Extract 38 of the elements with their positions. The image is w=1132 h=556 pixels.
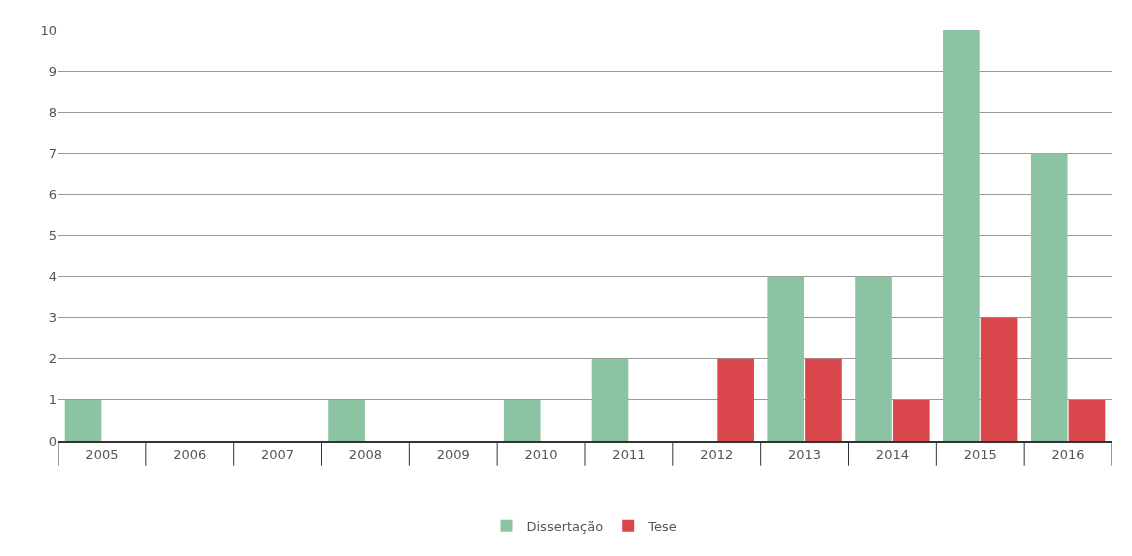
bar xyxy=(980,317,1018,441)
y-tick-label: 0 xyxy=(48,433,57,449)
bar xyxy=(328,399,365,441)
bar xyxy=(503,399,541,441)
x-tick-label: 2007 xyxy=(261,446,295,462)
bar xyxy=(1068,399,1106,441)
x-tick-label: 2015 xyxy=(963,446,997,462)
bar xyxy=(717,358,754,441)
y-tick-label: 6 xyxy=(48,186,57,202)
bar xyxy=(591,358,629,441)
x-tick-label: 2009 xyxy=(436,446,470,462)
y-tick-label: 7 xyxy=(48,145,57,161)
legend-label: Tese xyxy=(647,518,677,534)
x-tick-label: 2006 xyxy=(173,446,207,462)
y-tick-label: 9 xyxy=(48,63,57,79)
x-tick-label: 2005 xyxy=(85,446,119,462)
bar xyxy=(767,276,805,441)
x-tick-label: 2016 xyxy=(1051,446,1085,462)
x-tick-label: 2014 xyxy=(875,446,909,462)
x-tick-label: 2008 xyxy=(348,446,382,462)
bar xyxy=(1030,153,1068,441)
bar xyxy=(855,276,892,441)
y-tick-label: 3 xyxy=(48,310,57,326)
x-tick-label: 2011 xyxy=(612,446,646,462)
y-tick-label: 5 xyxy=(48,228,57,244)
y-tick-label: 8 xyxy=(48,104,57,120)
bar xyxy=(64,399,102,441)
x-tick-label: 2013 xyxy=(788,446,822,462)
bar xyxy=(943,30,980,441)
bar xyxy=(892,399,930,441)
x-tick-label: 2012 xyxy=(700,446,734,462)
y-tick-label: 4 xyxy=(48,269,57,285)
bar xyxy=(805,358,842,441)
y-tick-label: 1 xyxy=(48,392,57,408)
legend-label: Dissertação xyxy=(526,518,604,534)
y-tick-label: 10 xyxy=(40,22,57,38)
x-tick-label: 2010 xyxy=(524,446,558,462)
y-tick-label: 2 xyxy=(48,351,57,367)
